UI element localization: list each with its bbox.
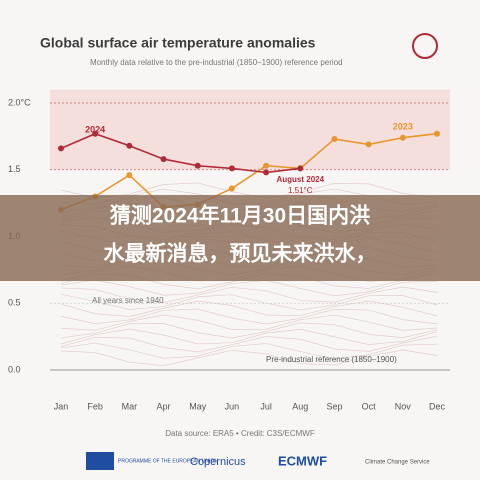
x-tick-label: Dec <box>429 401 446 411</box>
data-point <box>228 165 235 172</box>
chart-title: Global surface air temperature anomalies <box>40 35 316 51</box>
series-line <box>60 132 438 211</box>
data-point <box>434 130 440 137</box>
background-line <box>60 328 438 345</box>
overlay-banner <box>0 195 480 281</box>
annotation: 1.51°C <box>288 186 313 195</box>
background-line <box>60 314 438 331</box>
background-line <box>60 342 438 360</box>
data-point <box>58 145 64 152</box>
data-point <box>126 172 133 179</box>
x-tick-label: Mar <box>122 401 138 411</box>
data-point <box>365 141 372 148</box>
data-point <box>194 162 201 169</box>
x-tick-label: May <box>189 401 207 411</box>
logo-text: PROGRAMME OF THE EUROPEAN UNION <box>118 458 218 464</box>
background-line <box>60 322 438 339</box>
series-label: 2024 <box>85 124 105 134</box>
series-line <box>60 132 301 174</box>
data-point <box>160 156 167 163</box>
data-point <box>399 134 406 141</box>
background-line <box>60 286 438 304</box>
data-point <box>263 162 270 169</box>
data-point <box>92 130 99 137</box>
x-tick-label: Nov <box>395 401 412 411</box>
source: Data source: ERA5 • Credit: C3S/ECMWF <box>165 429 315 438</box>
x-tick-label: Jun <box>225 401 240 411</box>
x-tick-label: Feb <box>87 401 103 411</box>
x-tick-label: Sep <box>326 401 342 411</box>
y-tick-label: 0.0 <box>8 364 21 374</box>
annotation: August 2024 <box>276 175 324 184</box>
overlay-text: 水最新消息，预见未来洪水， <box>104 242 377 266</box>
logo-text: Climate Change Service <box>365 460 430 466</box>
data-point <box>297 165 304 172</box>
background-line <box>60 308 438 325</box>
background-line <box>60 182 438 199</box>
x-tick-label: Aug <box>292 401 308 411</box>
background-line <box>60 279 438 297</box>
background-line <box>60 335 438 353</box>
y-tick-label: 1.5 <box>8 164 21 174</box>
logo-text: Copernicus <box>190 456 246 468</box>
annotation: Pre-industrial reference (1850–1900) <box>266 355 397 364</box>
background-line <box>60 349 438 367</box>
x-tick-label: Oct <box>362 401 377 411</box>
x-tick-label: Jul <box>260 401 272 411</box>
annotation: All years since 1940 <box>92 296 164 305</box>
warm-band <box>50 89 450 170</box>
eu-flag <box>86 452 114 470</box>
background-line <box>60 300 438 317</box>
series-label: 2023 <box>393 121 413 131</box>
data-point <box>228 185 235 192</box>
data-point <box>331 136 338 143</box>
data-point <box>263 169 270 176</box>
y-tick-label: 2.0°C <box>8 97 31 107</box>
logo-icon <box>412 33 438 59</box>
data-point <box>126 142 133 149</box>
x-tick-label: Apr <box>157 401 171 411</box>
x-tick-label: Jan <box>54 401 69 411</box>
logo-text: ECMWF <box>278 453 327 468</box>
overlay-text: 猜测2024年11月30日国内洪 <box>109 204 370 228</box>
y-tick-label: 0.5 <box>8 298 21 308</box>
chart-subtitle: Monthly data relative to the pre-industr… <box>90 58 343 67</box>
background-line <box>60 293 438 311</box>
